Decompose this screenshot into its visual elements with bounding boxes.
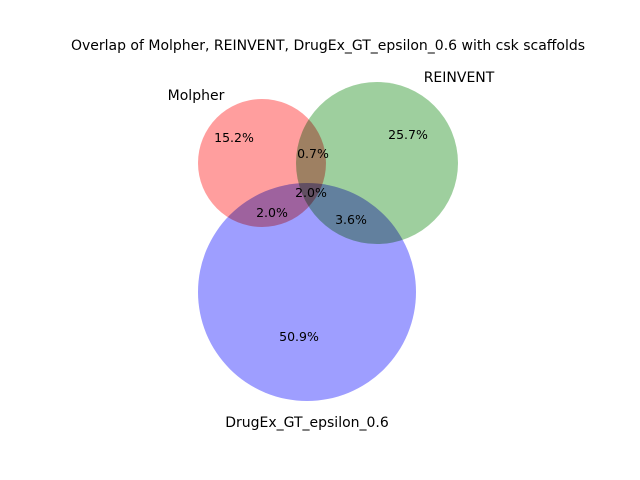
- venn-circle-drugex-gt-epsilon-0-6: [198, 183, 416, 401]
- venn-region-labels: 15.2% 25.7% 50.9% 0.7% 2.0% 3.6% 2.0%: [214, 127, 428, 344]
- region-label-drugex-gt-epsilon-0-6: 50.9%: [279, 329, 319, 344]
- region-label-molpher-and-drugex-gt-epsilon-0-6: 2.0%: [256, 205, 288, 220]
- set-label-drugex-gt-epsilon-0-6: DrugEx_GT_epsilon_0.6: [225, 415, 389, 431]
- venn-circles: [198, 82, 458, 401]
- chart-title: Overlap of Molpher, REINVENT, DrugEx_GT_…: [71, 38, 585, 54]
- region-label-molpher-and-reinvent-and-drugex-gt-epsilon-0-6: 2.0%: [295, 185, 327, 200]
- region-label-reinvent: 25.7%: [388, 127, 428, 142]
- venn-set-labels: Molpher REINVENT DrugEx_GT_epsilon_0.6: [168, 70, 495, 431]
- region-label-reinvent-and-drugex-gt-epsilon-0-6: 3.6%: [335, 212, 367, 227]
- set-label-molpher: Molpher: [168, 88, 225, 104]
- region-label-molpher: 15.2%: [214, 130, 254, 145]
- set-label-reinvent: REINVENT: [424, 70, 495, 86]
- region-label-molpher-and-reinvent: 0.7%: [297, 146, 329, 161]
